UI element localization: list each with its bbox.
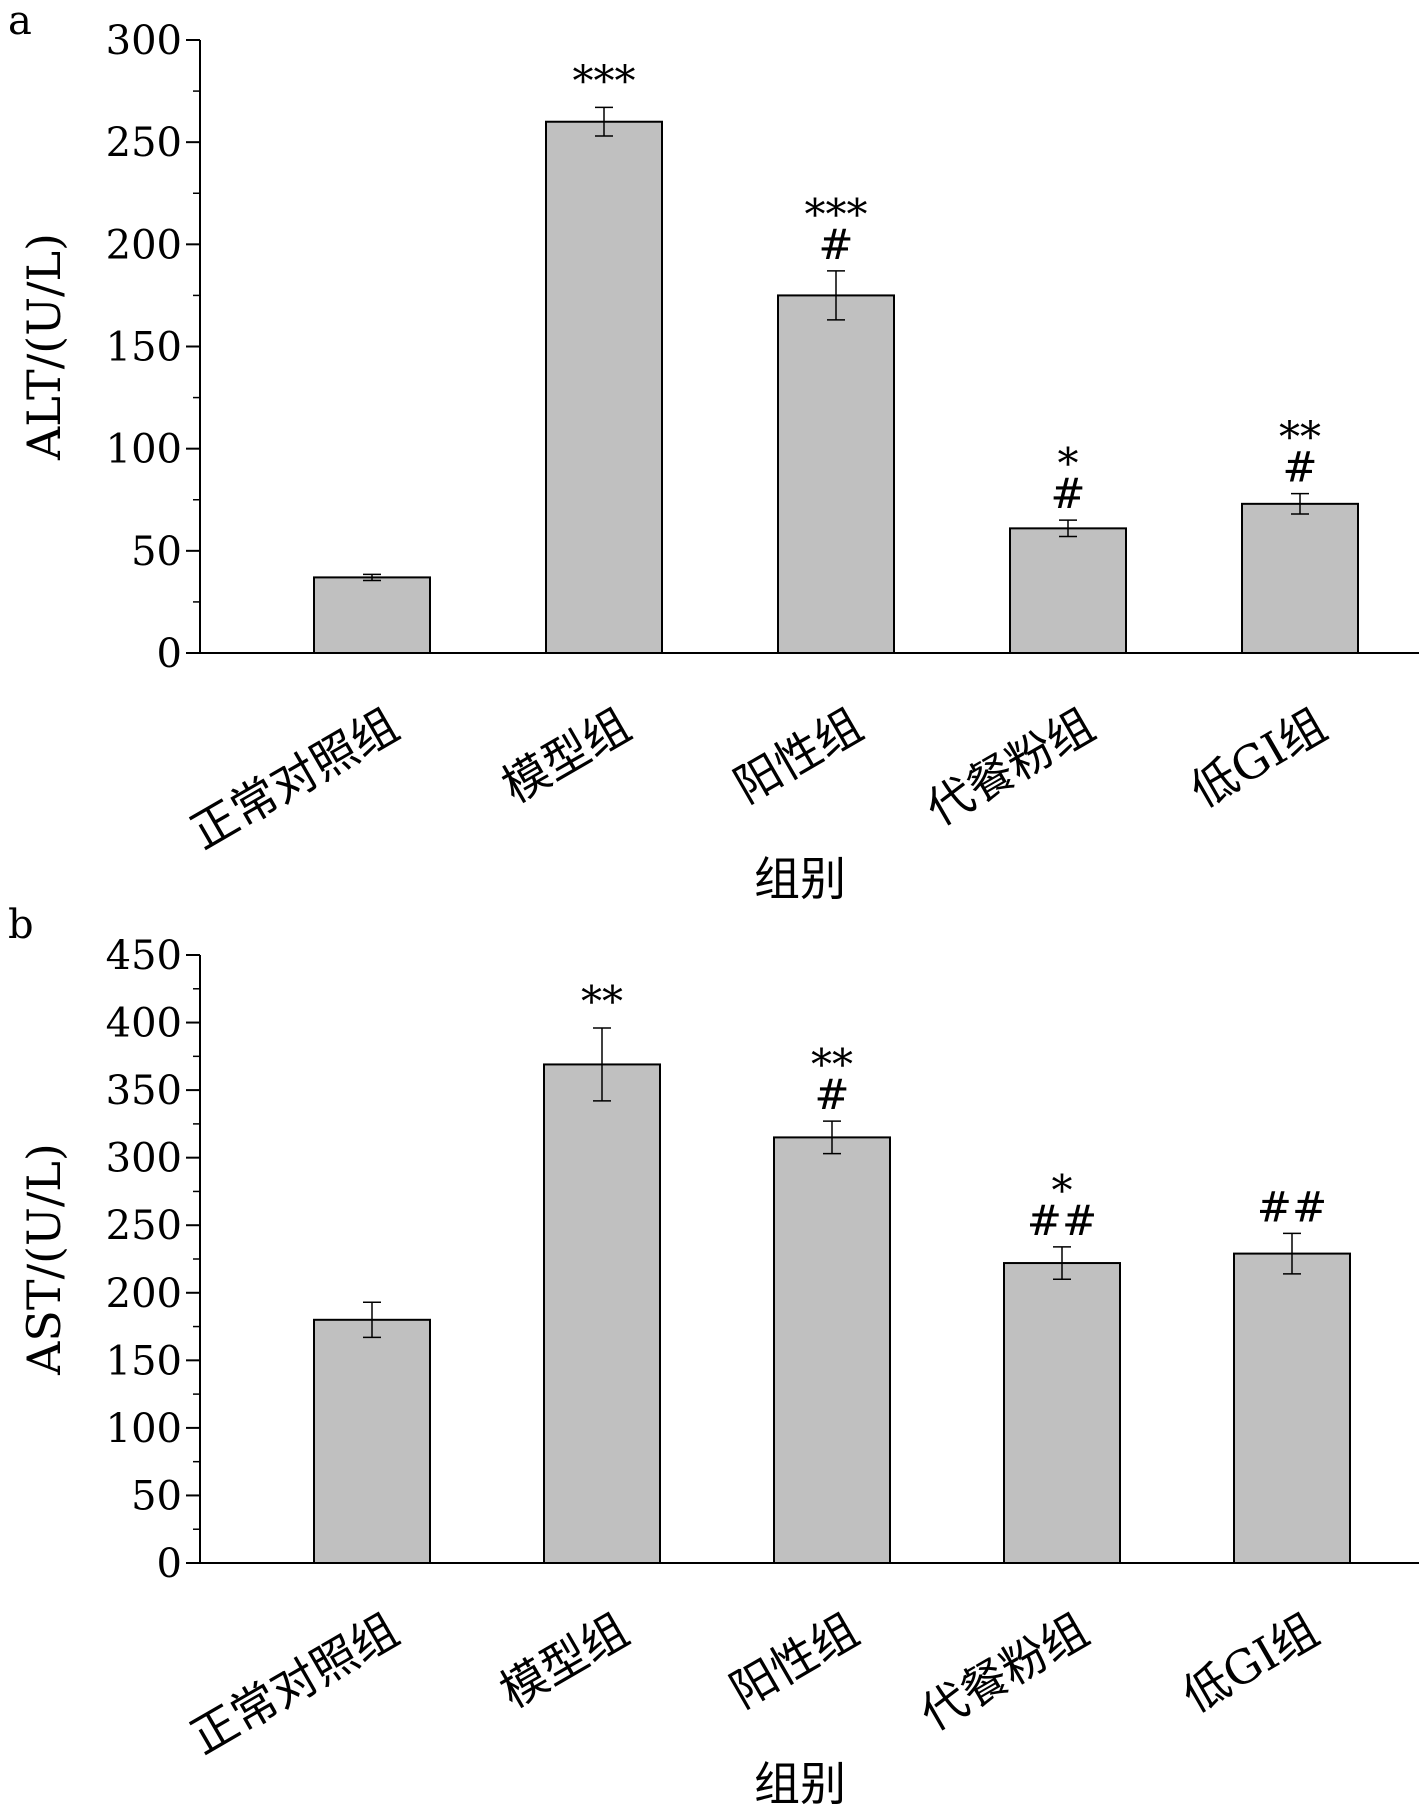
bar — [773, 1136, 891, 1565]
x-tick-label: 阳性组 — [725, 698, 872, 814]
y-tick-label: 200 — [106, 222, 182, 268]
significance-label: *** — [805, 190, 868, 239]
significance-label: * — [1058, 439, 1079, 488]
bar — [313, 576, 431, 654]
y-tick-label: 300 — [106, 18, 182, 64]
y-tick-label: 50 — [131, 529, 182, 575]
significance-label: ** — [1279, 413, 1321, 462]
y-tick-label: 300 — [106, 1136, 182, 1182]
bar — [543, 1063, 661, 1564]
x-tick-label: 正常对照组 — [181, 698, 407, 860]
bar — [1009, 527, 1127, 655]
bar — [1003, 1262, 1121, 1564]
x-tick-label: 低GI组 — [1173, 1603, 1327, 1723]
y-tick-label: 150 — [106, 325, 182, 371]
y-tick-label: 450 — [106, 933, 182, 979]
x-tick-label: 代餐粉组 — [917, 698, 1103, 837]
y-tick-label: 50 — [131, 1473, 182, 1519]
x-tick-label: 模型组 — [491, 1603, 638, 1719]
significance-label: # — [818, 220, 853, 269]
x-tick-label: 模型组 — [493, 698, 640, 814]
significance-label: # — [1282, 443, 1317, 492]
panel-letter: a — [8, 0, 32, 44]
panel-letter: b — [8, 902, 34, 948]
y-axis-title: ALT/(U/L) — [17, 233, 71, 461]
y-tick-label: 100 — [106, 1406, 182, 1452]
x-axis-title: 组别 — [754, 852, 846, 906]
y-tick-label: 200 — [106, 1271, 182, 1317]
y-tick-label: 400 — [106, 1001, 182, 1047]
y-axis-title: AST/(U/L) — [17, 1143, 71, 1376]
y-tick-label: 0 — [157, 1541, 182, 1587]
bar — [1241, 502, 1359, 654]
y-tick-label: 0 — [157, 631, 182, 677]
significance-label: ** — [811, 1040, 853, 1089]
significance-label: # — [814, 1070, 849, 1119]
y-tick-label: 150 — [106, 1338, 182, 1384]
y-tick-label: 100 — [106, 427, 182, 473]
x-axis-title: 组别 — [754, 1757, 846, 1810]
significance-label: ** — [581, 977, 623, 1026]
x-tick-label: 阳性组 — [721, 1603, 868, 1719]
y-tick-label: 250 — [106, 1203, 182, 1249]
significance-label: ## — [1027, 1196, 1097, 1245]
significance-label: *** — [573, 56, 636, 105]
significance-label: ## — [1257, 1182, 1327, 1231]
x-tick-label: 低GI组 — [1181, 698, 1335, 818]
y-tick-label: 350 — [106, 1068, 182, 1114]
bar — [313, 1318, 431, 1565]
x-tick-label: 代餐粉组 — [911, 1603, 1097, 1742]
bar — [777, 294, 895, 654]
significance-label: * — [1052, 1166, 1073, 1215]
significance-label: # — [1050, 469, 1085, 518]
x-tick-label: 正常对照组 — [181, 1603, 407, 1765]
bar — [545, 120, 663, 654]
y-tick-label: 250 — [106, 120, 182, 166]
bar — [1233, 1252, 1351, 1565]
